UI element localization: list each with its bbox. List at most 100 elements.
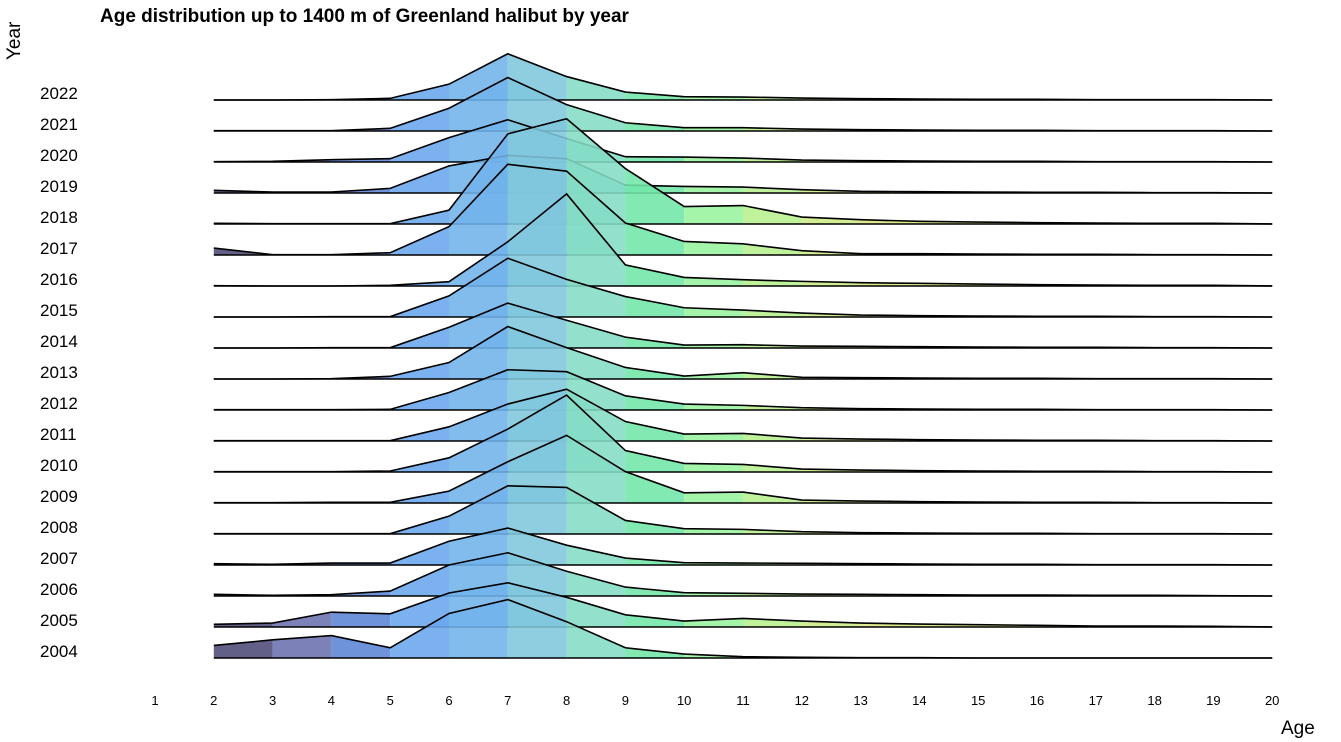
ridge-fill-2022-age-8: [566, 76, 626, 100]
x-tick-10: 10: [677, 693, 691, 708]
ridge-fill-2015-age-6: [449, 258, 508, 317]
ridge-fill-2008-age-10: [684, 528, 743, 534]
ridge-fill-2006-age-9: [625, 587, 685, 596]
ridge-line-2013: [213, 325, 1273, 380]
ridge-line-2005: [213, 581, 1273, 628]
ridge-fill-2021-age-6: [449, 77, 508, 131]
year-label-2007: 2007: [40, 549, 78, 568]
ridge-2017: [213, 163, 1273, 256]
year-label-2011: 2011: [40, 425, 77, 444]
ridge-fill-2009-age-10: [684, 492, 743, 503]
x-tick-3: 3: [269, 693, 276, 708]
ridge-2013: [213, 325, 1273, 380]
ridge-fill-2006-age-5: [390, 564, 449, 596]
ridge-fill-2008-age-9: [625, 520, 685, 534]
ridge-fill-2019-age-11: [743, 187, 802, 193]
ridge-fill-2008-age-6: [449, 485, 508, 534]
ridge-fill-2008-age-8: [566, 487, 626, 534]
ridge-fill-2021-age-10: [684, 127, 743, 131]
ridge-fill-2008-age-7: [507, 485, 567, 534]
ridge-2020: [213, 118, 1273, 163]
ridge-fill-2010-age-6: [449, 429, 508, 472]
x-tick-5: 5: [387, 693, 394, 708]
ridge-fill-2004-age-7: [507, 599, 567, 658]
x-tick-6: 6: [445, 693, 452, 708]
x-tick-labels: 1 2 3 4 5 6 7 8 9 10 11 12 13 14 15 16 17 18 19 20: [151, 693, 1279, 708]
ridge-fill-2009-age-9: [625, 471, 685, 503]
ridge-fill-2005-age-8: [566, 597, 626, 627]
ridge-fill-2019-age-10: [684, 186, 743, 193]
year-label-2017: 2017: [40, 239, 78, 258]
ridge-fill-2004-age-5: [390, 613, 449, 658]
ridge-fill-2017-age-11: [743, 243, 802, 255]
year-label-2018: 2018: [40, 208, 78, 227]
x-tick-17: 17: [1089, 693, 1103, 708]
ridge-2007: [213, 527, 1273, 566]
ridge-fill-2014-age-8: [566, 320, 626, 348]
ridge-fill-2007-age-8: [566, 545, 626, 565]
ridge-2021: [213, 76, 1273, 132]
ridge-fill-2013-age-7: [507, 326, 567, 379]
year-label-2009: 2009: [40, 487, 78, 506]
ridge-line-2020: [213, 118, 1273, 163]
x-tick-20: 20: [1265, 693, 1279, 708]
x-tick-15: 15: [971, 693, 985, 708]
x-tick-14: 14: [912, 693, 926, 708]
ridge-fill-2011-age-9: [625, 421, 685, 441]
ridge-fill-2020-age-6: [449, 119, 508, 162]
year-label-2022: 2022: [40, 84, 78, 103]
ridge-fill-2019-age-5: [390, 165, 449, 193]
ridge-fill-2004-age-9: [625, 647, 685, 658]
ridge-fill-2011-age-6: [449, 404, 508, 441]
year-label-2004: 2004: [40, 642, 78, 661]
ridge-fill-2018-age-11: [743, 205, 802, 224]
x-tick-4: 4: [328, 693, 335, 708]
year-label-2008: 2008: [40, 518, 78, 537]
ridge-2005: [213, 581, 1273, 628]
ridge-2011: [213, 388, 1273, 442]
x-tick-13: 13: [853, 693, 867, 708]
ridge-fill-2005-age-3: [272, 612, 332, 627]
x-tick-19: 19: [1206, 693, 1220, 708]
ridge-fill-2016-age-8: [566, 193, 626, 286]
ridge-fill-2018-age-10: [684, 205, 743, 224]
ridge-fill-2007-age-7: [507, 528, 567, 565]
ridge-fill-2006-age-8: [566, 571, 626, 596]
ridge-fill-2005-age-4: [331, 612, 391, 627]
ridge-fill-2015-age-7: [507, 258, 567, 317]
year-labels: 2004 2005 2006 2007 2008 2009 2010 2011 2012 2013…: [40, 84, 78, 661]
ridge-fill-2012-age-6: [449, 369, 508, 410]
x-tick-7: 7: [504, 693, 511, 708]
year-label-2016: 2016: [40, 270, 78, 289]
ridge-fill-2004-age-8: [566, 621, 626, 658]
ridge-line-2021: [213, 76, 1273, 132]
ridge-fill-2004-age-3: [272, 635, 332, 658]
ridge-fill-2013-age-6: [449, 326, 508, 379]
ridge-fill-2018-age-9: [625, 168, 685, 224]
ridge-fill-2004-age-6: [449, 599, 508, 658]
year-label-2019: 2019: [40, 177, 78, 196]
year-label-2021: 2021: [40, 115, 78, 134]
year-label-2005: 2005: [40, 611, 78, 630]
x-tick-1: 1: [151, 693, 158, 708]
ridge-2016: [213, 192, 1273, 287]
ridges-layer: [213, 52, 1273, 659]
ridge-fill-2009-age-8: [566, 435, 626, 503]
year-label-2020: 2020: [40, 146, 78, 165]
ridge-2015: [213, 257, 1273, 318]
ridge-fill-2018-age-12: [801, 217, 861, 224]
ridge-fill-2010-age-10: [684, 463, 743, 472]
chart-title: Age distribution up to 1400 m of Greenla…: [100, 6, 629, 27]
ridge-2008: [213, 485, 1273, 535]
ridge-fill-2015-age-9: [625, 296, 685, 317]
ridge-fill-2016-age-9: [625, 264, 685, 286]
ridge-line-2022: [213, 52, 1273, 101]
ridge-line-2015: [213, 257, 1273, 318]
x-tick-8: 8: [563, 693, 570, 708]
ridge-fill-2021-age-8: [566, 104, 626, 131]
ridge-fill-2021-age-9: [625, 122, 685, 131]
year-label-2013: 2013: [40, 363, 78, 382]
ridge-fill-2005-age-5: [390, 593, 449, 627]
ridge-fill-2011-age-10: [684, 433, 743, 441]
